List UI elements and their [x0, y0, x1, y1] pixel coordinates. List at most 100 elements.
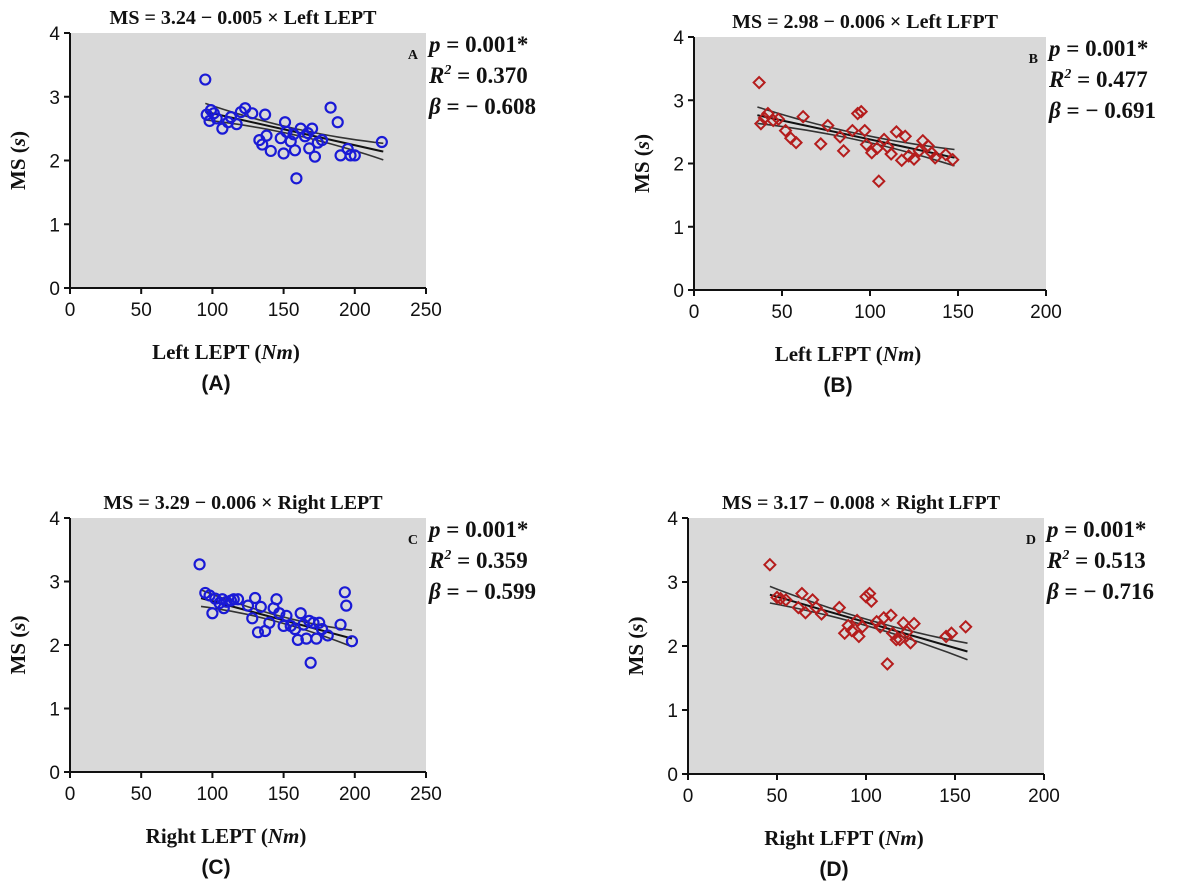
x-axis-paren: ) [293, 340, 300, 364]
x-tick-label: 150 [942, 302, 974, 323]
data-point [884, 608, 898, 623]
y-tick-label: 1 [673, 218, 684, 239]
data-point [280, 125, 293, 138]
stat-r-symbol: R [1048, 67, 1064, 92]
y-axis-paren: ) [6, 131, 30, 138]
data-point [273, 607, 286, 620]
y-axis-label: MS (s) [630, 134, 654, 193]
data-point [193, 558, 206, 571]
data-point [277, 147, 290, 160]
stat-p-symbol: p [1045, 517, 1059, 542]
data-point [303, 142, 316, 155]
data-point [870, 141, 884, 156]
regression-equation: MS = 3.24 − 0.005 × Left LEPT [110, 7, 378, 29]
data-point [945, 152, 960, 167]
data-point [880, 657, 895, 671]
x-axis-unit: Nm [884, 826, 917, 850]
data-point [298, 130, 312, 143]
stat-p-text: 0.001* [1083, 517, 1146, 542]
y-axis-paren: ( [6, 146, 30, 158]
stat-beta-text: − 0.608 [465, 94, 536, 119]
y-tick-label: 2 [667, 637, 678, 658]
data-point [263, 616, 276, 629]
x-axis-paren: ) [914, 342, 921, 366]
data-point [288, 144, 302, 157]
x-axis-paren: ( [256, 824, 268, 848]
y-tick-label: 1 [49, 700, 60, 721]
data-point [841, 618, 856, 633]
regression-equation: MS = 3.17 − 0.008 × Right LFPT [722, 492, 1001, 514]
y-tick-label: 0 [49, 763, 60, 784]
x-axis-name: Right LFPT [764, 826, 873, 850]
y-tick-label: 4 [49, 509, 60, 530]
stat-p-text: 0.001* [465, 517, 528, 542]
x-axis-name: Left LFPT [775, 342, 871, 366]
x-axis-paren: ) [917, 826, 924, 850]
x-axis-paren: ( [873, 826, 885, 850]
data-point [227, 593, 240, 606]
x-tick-label: 150 [268, 300, 300, 321]
stat-p-text: 0.001* [1085, 36, 1148, 61]
stat-beta-text: − 0.716 [1083, 579, 1154, 604]
data-point [217, 602, 230, 615]
regression-equation: MS = 2.98 − 0.006 × Left LFPT [732, 11, 999, 33]
data-point [331, 116, 344, 129]
data-point [795, 586, 809, 601]
data-point [231, 593, 245, 606]
y-tick-label: 3 [667, 573, 678, 594]
stat-equals: = [451, 63, 476, 88]
stat-beta: β = − 0.691 [1048, 98, 1156, 123]
x-axis-unit: Nm [267, 824, 300, 848]
data-point [340, 599, 353, 612]
data-point [789, 135, 803, 150]
y-tick-label: 0 [673, 281, 684, 302]
x-axis-unit: Nm [882, 342, 915, 366]
y-tick-label: 2 [673, 155, 684, 176]
x-tick-label: 100 [197, 300, 229, 321]
y-axis-label: MS (s) [624, 617, 648, 676]
x-axis-unit: Nm [260, 340, 293, 364]
x-tick-label: 150 [268, 784, 300, 805]
y-tick-label: 2 [49, 152, 60, 173]
stat-equals: = [441, 94, 466, 119]
data-point [246, 107, 259, 120]
panel-b: 0 1 2 3 4 0 50 100 150 200 MS = 2.98 − 0.006 × Lef… [630, 11, 1156, 397]
y-tick-label: 1 [49, 215, 60, 236]
data-point [287, 128, 300, 141]
data-point [896, 616, 911, 630]
y-tick-label: 3 [673, 91, 684, 112]
stat-p-symbol: p [427, 32, 441, 57]
data-point [344, 149, 357, 162]
data-point [907, 152, 921, 166]
y-tick-label: 3 [49, 88, 60, 109]
data-point [903, 635, 918, 650]
data-point [900, 625, 914, 639]
y-axis-unit: s [624, 624, 648, 633]
data-point [778, 593, 793, 607]
x-tick-label: 0 [689, 302, 700, 323]
y-axis-label: MS (s) [6, 616, 30, 675]
data-point [892, 632, 907, 647]
x-tick-label: 50 [131, 784, 152, 805]
data-point [958, 619, 973, 634]
stat-r2-text: 0.513 [1094, 548, 1146, 573]
data-point [864, 594, 879, 609]
y-axis-paren: ) [630, 134, 654, 141]
stat-r-exponent: 2 [443, 63, 451, 78]
data-point [798, 605, 813, 620]
data-point [832, 600, 847, 615]
stat-equals: = [1059, 579, 1084, 604]
regression-line [769, 593, 968, 653]
stat-r-symbol: R [428, 63, 444, 88]
data-point [258, 108, 272, 121]
data-point [814, 607, 829, 621]
panel-corner-letter: B [1029, 52, 1038, 67]
y-tick-label: 2 [49, 636, 60, 657]
panel-a: 0 1 2 3 4 0 50 100 150 200 250 MS = 3.24 − 0.005 × … [6, 7, 536, 395]
stat-beta-symbol: β [428, 579, 441, 604]
data-point [836, 143, 851, 158]
x-axis-label: Left LEPT (Nm) [152, 340, 300, 364]
x-axis-name: Left LEPT [152, 340, 249, 364]
panel-label: (A) [201, 372, 230, 395]
y-axis-paren: ) [6, 616, 30, 623]
